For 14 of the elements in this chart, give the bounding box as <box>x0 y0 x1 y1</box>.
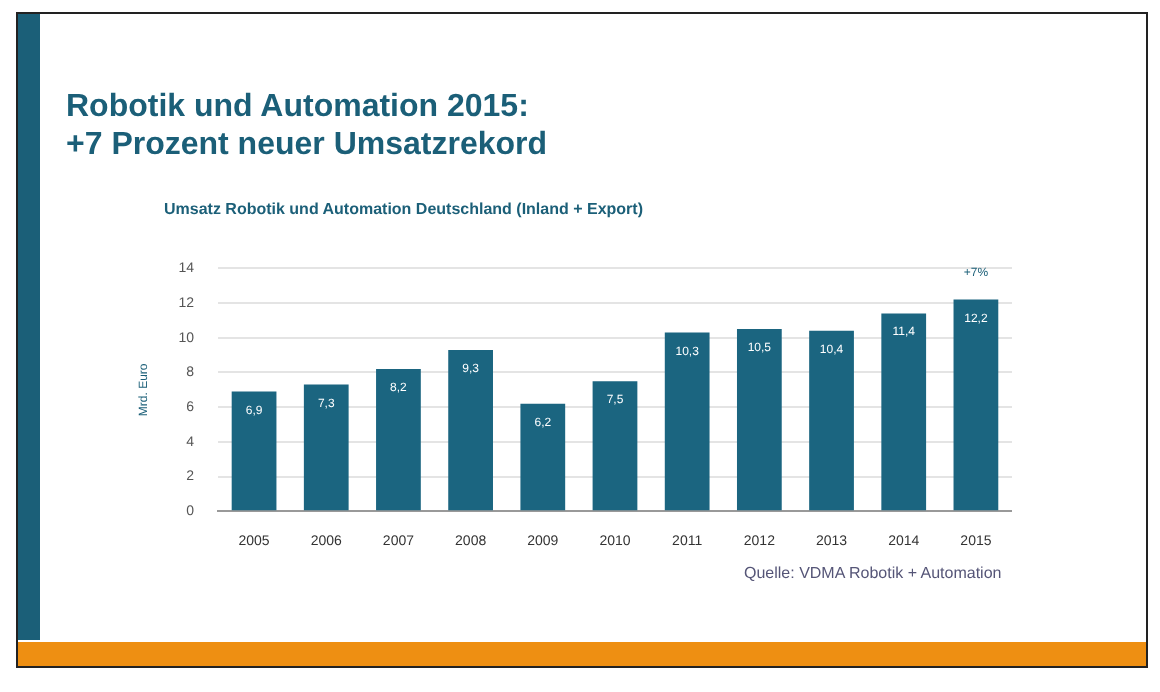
chart-subtitle: Umsatz Robotik und Automation Deutschland (Inland + Export) <box>164 200 643 218</box>
bar <box>592 381 638 511</box>
bar <box>231 391 277 511</box>
bar <box>736 329 782 511</box>
bar <box>664 332 710 511</box>
bar <box>953 299 999 511</box>
bar <box>809 330 854 511</box>
bar <box>881 313 927 511</box>
source-note: Quelle: VDMA Robotik + Automation <box>744 564 1002 582</box>
bar <box>520 403 566 511</box>
chart-title: Robotik und Automation 2015: +7 Prozent neuer Umsatzrekord <box>66 88 548 164</box>
bar <box>303 384 349 511</box>
bar <box>448 349 493 511</box>
bar <box>376 368 421 511</box>
